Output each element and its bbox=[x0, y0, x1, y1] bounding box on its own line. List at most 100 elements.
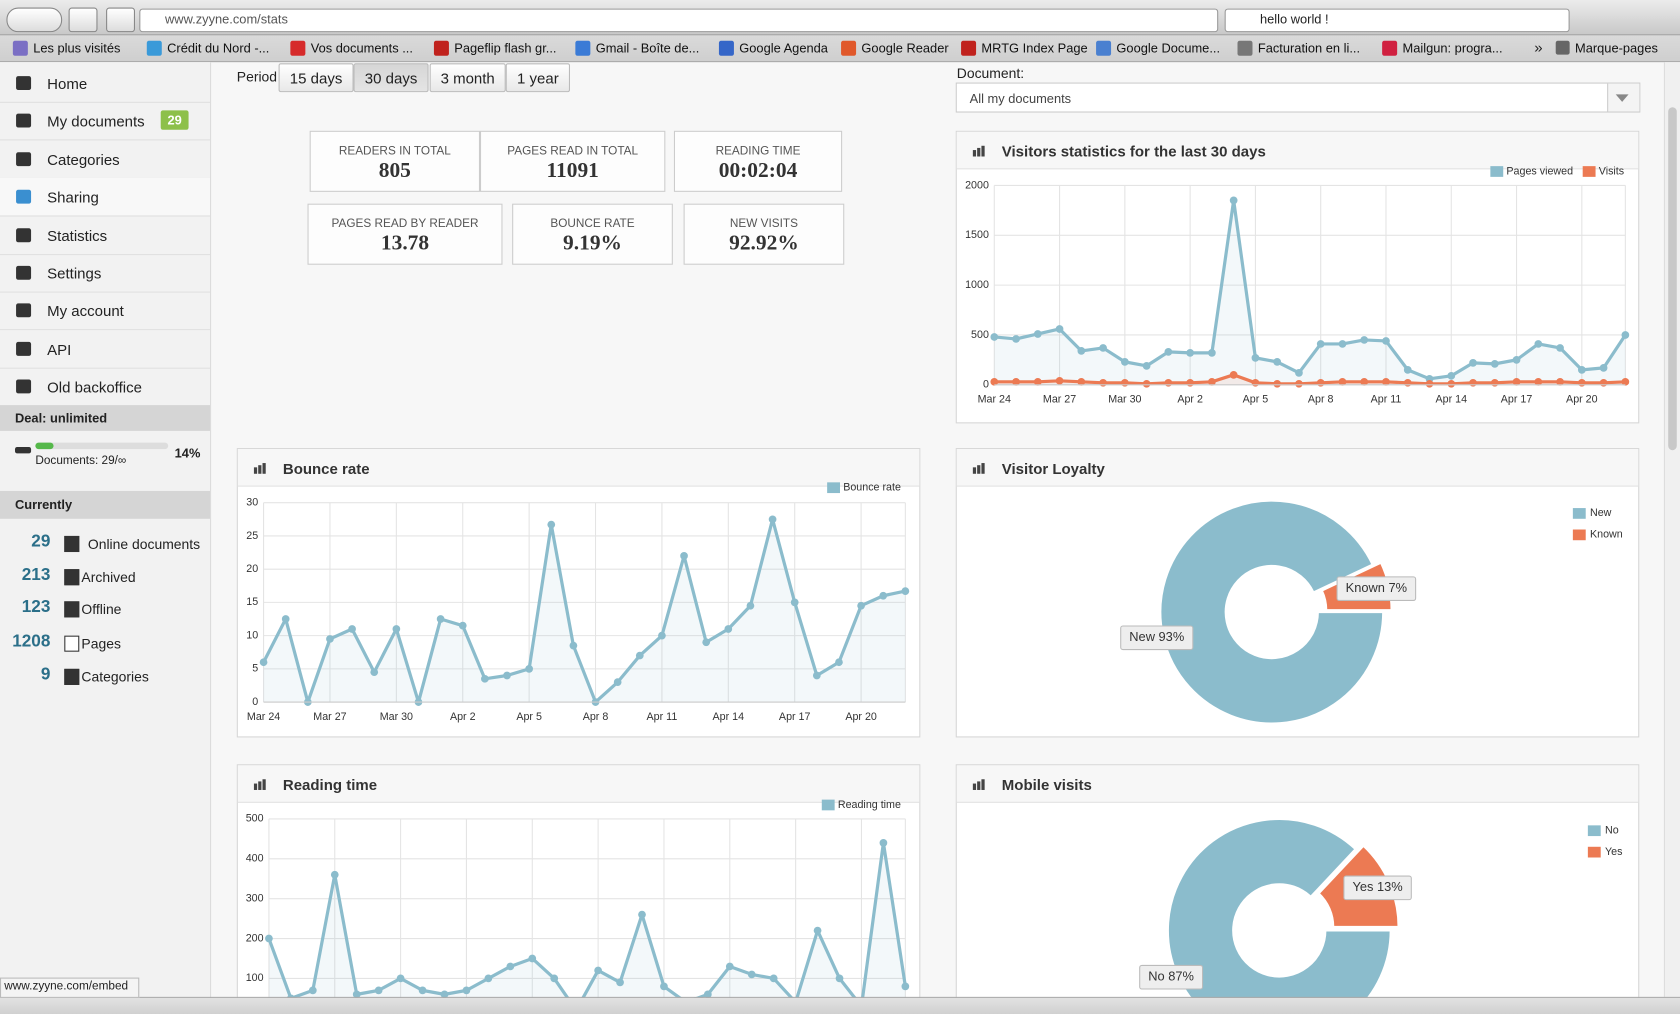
point bbox=[550, 974, 559, 983]
nav-label: My documents bbox=[47, 112, 145, 131]
legend-label: No bbox=[1605, 825, 1619, 837]
bookmark[interactable]: Vos documents ... bbox=[310, 40, 413, 56]
point bbox=[259, 658, 268, 667]
select-arrow-icon bbox=[1615, 94, 1629, 102]
point bbox=[1033, 377, 1042, 386]
document-select[interactable] bbox=[955, 82, 1641, 113]
x-tick-label: Apr 2 bbox=[1177, 394, 1203, 406]
bookmark[interactable]: Google Docume... bbox=[1116, 40, 1221, 56]
nav-item[interactable] bbox=[0, 292, 211, 331]
stat-label: READERS IN TOTAL bbox=[338, 144, 451, 158]
nav-item[interactable] bbox=[0, 330, 211, 369]
point bbox=[1208, 377, 1216, 386]
point bbox=[352, 990, 361, 999]
nav-item[interactable] bbox=[0, 64, 211, 103]
nav-icon bbox=[16, 189, 32, 204]
nav-label: API bbox=[47, 340, 72, 358]
bookmark[interactable]: Crédit du Nord -... bbox=[167, 40, 270, 56]
slice-label: New 93% bbox=[1129, 629, 1184, 644]
legend-label: Known bbox=[1590, 529, 1623, 541]
bookmark[interactable]: Les plus visités bbox=[33, 40, 121, 56]
nav-item[interactable] bbox=[0, 216, 211, 255]
stat-label: PAGES READ IN TOTAL bbox=[507, 144, 639, 158]
x-tick-label: Apr 5 bbox=[1243, 394, 1269, 406]
point bbox=[702, 638, 711, 647]
bookmark-icon bbox=[290, 40, 306, 56]
current-icon bbox=[64, 569, 80, 586]
stat-box bbox=[683, 203, 845, 265]
point bbox=[1338, 377, 1347, 386]
point bbox=[1142, 379, 1151, 388]
nav-item[interactable] bbox=[0, 254, 211, 293]
period-button[interactable] bbox=[353, 63, 429, 93]
current-count: 123 bbox=[21, 598, 51, 617]
point bbox=[528, 954, 537, 963]
nav-label: Categories bbox=[47, 150, 120, 169]
bookmark[interactable]: Mailgun: progra... bbox=[1402, 40, 1503, 56]
y-tick-label: 1000 bbox=[965, 279, 989, 291]
point bbox=[1295, 368, 1303, 377]
point bbox=[769, 974, 778, 983]
point bbox=[790, 598, 799, 607]
x-tick-label: Apr 17 bbox=[779, 711, 811, 723]
panel-icon bbox=[977, 781, 981, 790]
nav-badge: 29 bbox=[160, 110, 189, 131]
bookmark-folder[interactable]: Marque-pages bbox=[1575, 40, 1658, 56]
period-button[interactable] bbox=[505, 63, 571, 93]
point bbox=[1490, 378, 1499, 387]
search-box[interactable] bbox=[1224, 8, 1570, 33]
y-tick-label: 200 bbox=[246, 932, 264, 944]
back-forward[interactable] bbox=[6, 7, 63, 33]
bookmark[interactable]: MRTG Index Page bbox=[981, 40, 1088, 56]
y-tick-label: 0 bbox=[252, 696, 258, 708]
usage-label: 14% bbox=[174, 445, 201, 461]
period-button[interactable] bbox=[429, 63, 506, 93]
x-tick-label: Apr 20 bbox=[845, 711, 877, 723]
nav-label: Sharing bbox=[47, 188, 99, 207]
point bbox=[506, 962, 515, 971]
point bbox=[1577, 378, 1586, 387]
panel-header bbox=[956, 765, 1639, 803]
point bbox=[1556, 344, 1564, 352]
home-button[interactable] bbox=[68, 7, 98, 33]
y-tick-label: 100 bbox=[246, 972, 264, 984]
x-tick-label: Mar 27 bbox=[1043, 394, 1076, 406]
panel-title: Bounce rate bbox=[282, 459, 370, 477]
point bbox=[879, 591, 888, 600]
point bbox=[1599, 364, 1608, 372]
legend-swatch bbox=[821, 799, 835, 811]
stat-box bbox=[307, 203, 503, 265]
point bbox=[1012, 335, 1020, 343]
period-button[interactable] bbox=[278, 63, 354, 93]
scroll-thumb[interactable] bbox=[1668, 107, 1677, 451]
point bbox=[638, 910, 646, 919]
point bbox=[1229, 370, 1238, 379]
point bbox=[660, 982, 668, 991]
bookmark[interactable]: Facturation en li... bbox=[1257, 40, 1361, 56]
nav-label: My account bbox=[47, 302, 124, 320]
reload-button[interactable] bbox=[106, 7, 136, 33]
x-tick-label: Mar 30 bbox=[1108, 394, 1141, 406]
current-icon bbox=[64, 535, 80, 553]
bookmarks-overflow[interactable]: » bbox=[1534, 38, 1543, 56]
nav-item[interactable] bbox=[0, 102, 211, 141]
nav-label: Settings bbox=[47, 264, 102, 282]
nav-label: Old backoffice bbox=[47, 378, 142, 396]
point bbox=[1599, 378, 1608, 387]
bookmark[interactable]: Pageflip flash gr... bbox=[454, 40, 557, 56]
bookmark-icon bbox=[1382, 40, 1398, 56]
x-tick-label: Mar 30 bbox=[380, 711, 413, 723]
point bbox=[616, 978, 624, 987]
bookmark[interactable]: Google Reader bbox=[861, 40, 949, 56]
slice-label: Known 7% bbox=[1346, 580, 1407, 595]
url-bar[interactable] bbox=[139, 8, 1219, 33]
current-label: Online documents bbox=[87, 535, 201, 553]
bookmark[interactable]: Google Agenda bbox=[739, 40, 828, 56]
point bbox=[1512, 377, 1521, 386]
current-label: Pages bbox=[81, 635, 121, 652]
point bbox=[857, 601, 865, 610]
panel-header bbox=[956, 131, 1639, 170]
point bbox=[1382, 337, 1390, 345]
bookmark[interactable]: Gmail - Boîte de... bbox=[595, 40, 700, 56]
nav-item[interactable] bbox=[0, 178, 211, 217]
